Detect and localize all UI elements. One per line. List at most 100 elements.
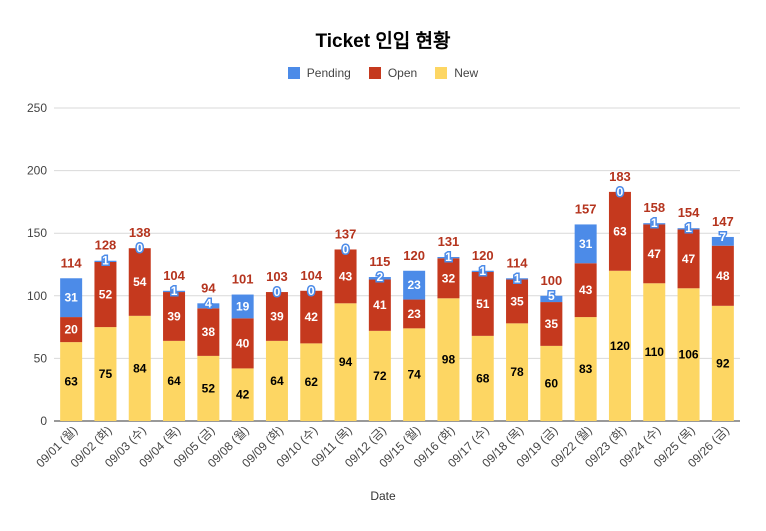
data-label-new: 75 xyxy=(99,367,113,381)
data-label-new: 62 xyxy=(305,375,319,389)
bar-segment-new xyxy=(506,323,529,421)
data-label-new: 64 xyxy=(167,374,181,388)
total-label: 137 xyxy=(335,226,357,241)
y-tick-label: 200 xyxy=(27,164,47,178)
bar-segment-open xyxy=(94,261,117,328)
data-label-pending: 1 xyxy=(445,250,452,264)
bar-segment-pending xyxy=(677,228,700,230)
data-label-new: 74 xyxy=(407,368,421,382)
y-tick-label: 50 xyxy=(34,351,48,365)
bar-segment-pending xyxy=(197,303,220,309)
bar-segment-open xyxy=(265,292,288,341)
data-label-new: 60 xyxy=(545,376,559,390)
bar-segment-pending xyxy=(643,223,666,225)
data-label-new: 78 xyxy=(510,365,524,379)
data-label-new: 110 xyxy=(645,345,665,359)
data-label-open: 35 xyxy=(510,294,524,308)
x-axis-label: Date xyxy=(370,489,396,503)
data-label-open: 47 xyxy=(648,247,662,261)
total-label: 94 xyxy=(201,280,216,295)
total-label: 158 xyxy=(643,200,665,215)
legend-item-pending: Pending xyxy=(287,66,351,80)
data-label-open: 20 xyxy=(64,323,78,337)
data-label-pending: 0 xyxy=(136,241,143,255)
bar-segment-new xyxy=(300,343,323,421)
legend: Pending Open New xyxy=(0,66,766,80)
data-label-pending: 1 xyxy=(685,221,692,235)
total-label: 131 xyxy=(438,234,460,249)
data-label-pending: 0 xyxy=(617,185,624,199)
data-label-pending: 0 xyxy=(342,242,349,256)
bar-segment-open xyxy=(403,299,426,329)
total-label: 183 xyxy=(609,169,631,184)
data-label-pending: 23 xyxy=(407,278,421,292)
bar-segment-open xyxy=(643,224,666,284)
total-label: 104 xyxy=(163,268,185,283)
data-label-open: 41 xyxy=(373,298,387,312)
data-label-new: 68 xyxy=(476,371,490,385)
total-label: 128 xyxy=(95,238,117,253)
total-label: 120 xyxy=(403,248,425,263)
bar-segment-open xyxy=(334,249,357,304)
data-label-open: 43 xyxy=(579,283,593,297)
total-label: 100 xyxy=(540,273,562,288)
data-label-open: 40 xyxy=(236,336,250,350)
bar-segment-new xyxy=(94,327,117,421)
total-label: 147 xyxy=(712,214,734,229)
data-label-pending: 1 xyxy=(514,271,521,285)
bar-segment-new xyxy=(403,328,426,421)
data-label-open: 47 xyxy=(682,252,696,266)
data-label-open: 35 xyxy=(545,317,559,331)
data-label-pending: 5 xyxy=(548,289,555,303)
bar-segment-open xyxy=(540,302,563,346)
data-label-pending: 0 xyxy=(274,285,281,299)
bar-segment-pending xyxy=(163,290,186,293)
data-label-open: 39 xyxy=(167,309,181,323)
bar-segment-pending xyxy=(471,270,494,273)
data-label-open: 54 xyxy=(133,275,147,289)
bar-segment-new xyxy=(334,303,357,421)
y-tick-label: 150 xyxy=(27,226,47,240)
bar-segment-pending xyxy=(711,236,734,246)
legend-swatch-new xyxy=(435,67,448,79)
legend-swatch-open xyxy=(368,67,381,79)
bar-segment-new xyxy=(608,270,631,421)
total-label: 103 xyxy=(266,269,288,284)
total-label: 101 xyxy=(232,272,254,287)
data-label-pending: 31 xyxy=(64,291,78,305)
bar-segment-new xyxy=(677,288,700,421)
data-label-new: 42 xyxy=(236,388,250,402)
bar-segment-new xyxy=(643,283,666,421)
data-label-pending: 2 xyxy=(377,270,384,284)
bar-segment-open xyxy=(471,272,494,336)
bar-segment-new xyxy=(574,317,597,421)
data-label-new: 120 xyxy=(610,339,630,353)
bar-segment-pending xyxy=(574,224,597,264)
total-label: 104 xyxy=(300,268,322,283)
data-label-open: 63 xyxy=(613,224,627,238)
y-tick-label: 250 xyxy=(27,101,47,115)
y-tick-label: 100 xyxy=(27,289,47,303)
data-label-open: 52 xyxy=(99,288,113,302)
data-label-pending: 1 xyxy=(171,284,178,298)
data-label-new: 84 xyxy=(133,361,147,375)
bar-segment-pending xyxy=(368,277,391,280)
bar-segment-pending xyxy=(60,278,83,318)
legend-label-open: Open xyxy=(387,66,418,80)
total-label: 115 xyxy=(369,254,390,269)
data-label-open: 32 xyxy=(442,271,456,285)
bar-segment-new xyxy=(163,340,186,421)
bar-segment-new xyxy=(197,355,220,421)
bar-segment-open xyxy=(231,318,254,369)
data-label-open: 23 xyxy=(407,307,421,321)
bar-segment-open xyxy=(300,290,323,344)
data-label-open: 43 xyxy=(339,269,353,283)
bar-segment-open xyxy=(163,292,186,341)
bar-segment-open xyxy=(711,245,734,306)
total-label: 154 xyxy=(678,205,700,220)
legend-swatch-pending xyxy=(287,67,300,79)
data-label-pending: 31 xyxy=(579,237,593,251)
bar-segment-open xyxy=(574,263,597,318)
bar-segment-new xyxy=(60,342,83,421)
bar-segment-new xyxy=(437,298,460,421)
